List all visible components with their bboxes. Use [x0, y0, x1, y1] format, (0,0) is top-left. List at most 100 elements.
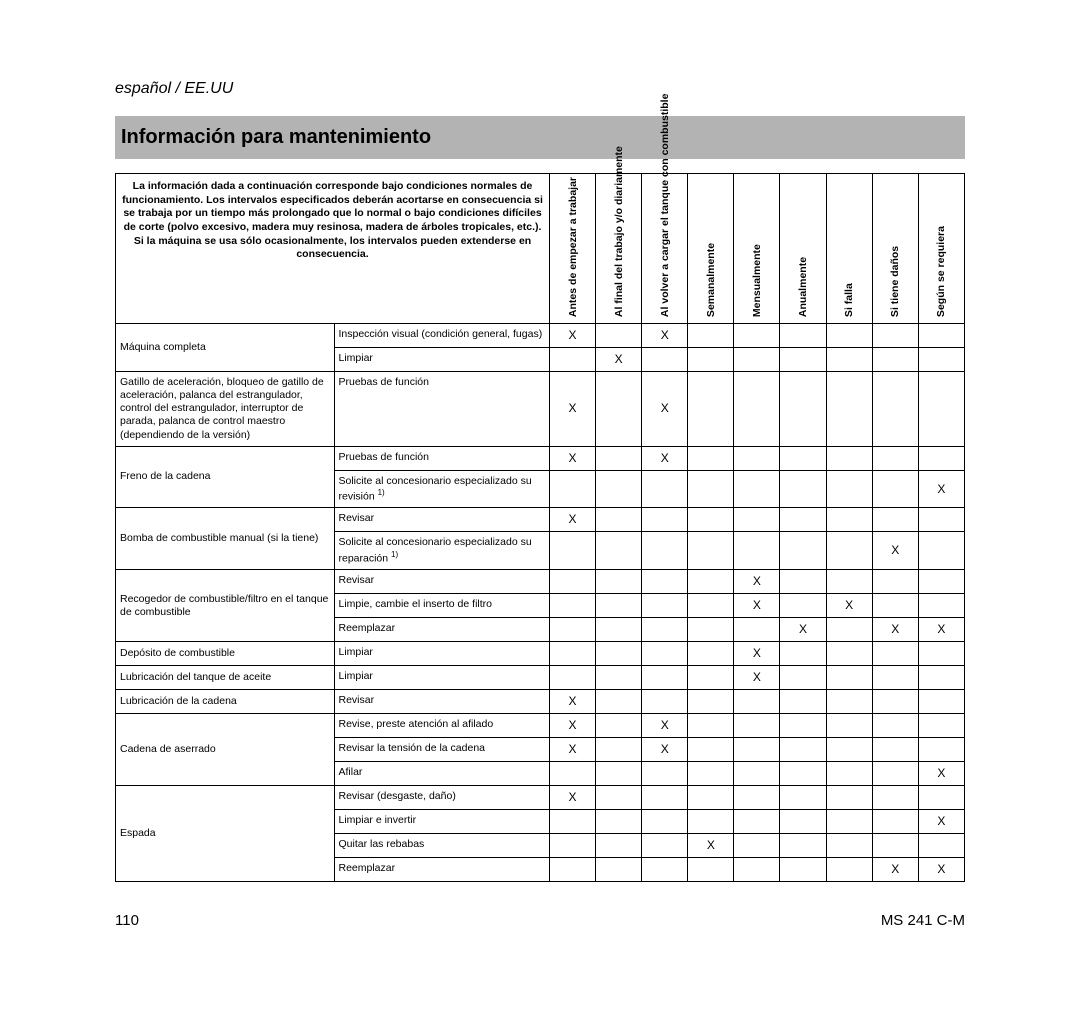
mark-cell: [596, 532, 642, 570]
mark-cell: [826, 324, 872, 348]
task-cell: Limpie, cambie el inserto de filtro: [334, 594, 550, 618]
mark-cell: [918, 642, 964, 666]
page-number: 110: [115, 912, 139, 929]
mark-cell: [780, 762, 826, 786]
mark-cell: [734, 762, 780, 786]
mark-cell: [872, 508, 918, 532]
page: español / EE.UU Información para manteni…: [0, 0, 1080, 989]
mark-cell: [550, 532, 596, 570]
mark-cell: [550, 858, 596, 882]
mark-cell: [780, 324, 826, 348]
mark-cell: X: [642, 738, 688, 762]
mark-cell: [780, 666, 826, 690]
mark-cell: X: [872, 858, 918, 882]
mark-cell: [688, 570, 734, 594]
mark-cell: [780, 470, 826, 508]
mark-cell: X: [872, 618, 918, 642]
mark-cell: [642, 642, 688, 666]
mark-cell: X: [872, 532, 918, 570]
mark-cell: [596, 858, 642, 882]
mark-cell: [596, 642, 642, 666]
mark-cell: [826, 642, 872, 666]
mark-cell: X: [550, 446, 596, 470]
mark-cell: [872, 594, 918, 618]
component-cell: Gatillo de aceleración, bloqueo de gatil…: [116, 372, 335, 447]
mark-cell: [918, 446, 964, 470]
mark-cell: [826, 810, 872, 834]
column-header: Semanalmente: [688, 174, 734, 324]
mark-cell: [872, 738, 918, 762]
mark-cell: X: [550, 786, 596, 810]
mark-cell: [688, 372, 734, 447]
mark-cell: [780, 714, 826, 738]
table-row: Lubricación del tanque de aceiteLimpiar …: [116, 666, 965, 690]
mark-cell: [872, 690, 918, 714]
mark-cell: [596, 714, 642, 738]
mark-cell: [780, 570, 826, 594]
component-cell: Freno de la cadena: [116, 446, 335, 508]
mark-cell: [596, 810, 642, 834]
component-cell: Recogedor de combustible/filtro en el ta…: [116, 570, 335, 642]
mark-cell: [872, 446, 918, 470]
column-header: Mensualmente: [734, 174, 780, 324]
mark-cell: [596, 570, 642, 594]
mark-cell: [780, 372, 826, 447]
mark-cell: [734, 508, 780, 532]
mark-cell: [780, 738, 826, 762]
mark-cell: X: [550, 738, 596, 762]
mark-cell: [826, 762, 872, 786]
table-row: Depósito de combustibleLimpiar X: [116, 642, 965, 666]
mark-cell: [734, 324, 780, 348]
mark-cell: [734, 532, 780, 570]
mark-cell: [872, 834, 918, 858]
mark-cell: [826, 858, 872, 882]
mark-cell: [826, 532, 872, 570]
mark-cell: [780, 446, 826, 470]
table-row: Lubricación de la cadenaRevisar X: [116, 690, 965, 714]
mark-cell: [734, 348, 780, 372]
task-cell: Solicite al concesionario especializado …: [334, 532, 550, 570]
mark-cell: [642, 834, 688, 858]
page-footer: 110 MS 241 C-M: [115, 912, 965, 929]
component-cell: Bomba de combustible manual (si la tiene…: [116, 508, 335, 570]
mark-cell: [780, 810, 826, 834]
mark-cell: [596, 508, 642, 532]
mark-cell: X: [918, 762, 964, 786]
mark-cell: X: [550, 714, 596, 738]
task-cell: Revise, preste atención al afilado: [334, 714, 550, 738]
mark-cell: [688, 762, 734, 786]
mark-cell: [918, 714, 964, 738]
mark-cell: [688, 470, 734, 508]
mark-cell: [596, 372, 642, 447]
mark-cell: X: [780, 618, 826, 642]
mark-cell: [780, 532, 826, 570]
mark-cell: [642, 666, 688, 690]
mark-cell: [734, 690, 780, 714]
mark-cell: [550, 834, 596, 858]
mark-cell: [826, 470, 872, 508]
mark-cell: [826, 618, 872, 642]
mark-cell: [780, 594, 826, 618]
mark-cell: [734, 858, 780, 882]
mark-cell: [826, 786, 872, 810]
table-row: Recogedor de combustible/filtro en el ta…: [116, 570, 965, 594]
task-cell: Revisar: [334, 570, 550, 594]
mark-cell: [734, 834, 780, 858]
mark-cell: [918, 532, 964, 570]
mark-cell: [596, 446, 642, 470]
mark-cell: [734, 810, 780, 834]
mark-cell: [872, 570, 918, 594]
task-cell: Revisar: [334, 508, 550, 532]
mark-cell: [642, 348, 688, 372]
component-cell: Máquina completa: [116, 324, 335, 372]
mark-cell: [550, 642, 596, 666]
task-cell: Revisar (desgaste, daño): [334, 786, 550, 810]
task-cell: Revisar: [334, 690, 550, 714]
mark-cell: [688, 690, 734, 714]
mark-cell: [780, 348, 826, 372]
mark-cell: X: [734, 570, 780, 594]
table-row: Máquina completaInspección visual (condi…: [116, 324, 965, 348]
mark-cell: [734, 372, 780, 447]
column-header: Según se requiera: [918, 174, 964, 324]
mark-cell: [826, 348, 872, 372]
